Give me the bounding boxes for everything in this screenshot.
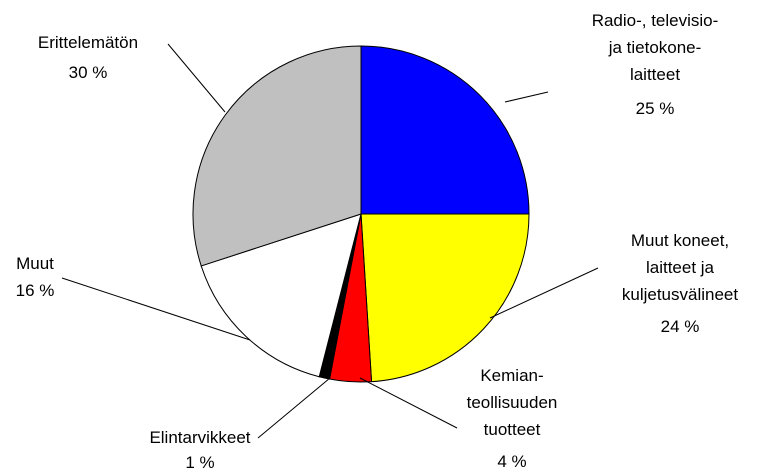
slice-label: Muut	[16, 254, 54, 273]
slice-value-label: 25 %	[636, 99, 675, 118]
leader-line	[489, 267, 599, 319]
leader-line	[257, 377, 331, 439]
slice-label: Elintarvikkeet	[149, 428, 250, 447]
leader-line	[61, 277, 251, 341]
slice-value-label: 16 %	[16, 281, 55, 300]
pie-slice	[360, 213, 530, 383]
pie-slice	[360, 45, 530, 215]
pie-slice	[192, 45, 362, 267]
leader-line	[504, 91, 549, 103]
slice-label: Erittelemätön	[38, 33, 138, 52]
slice-value-label: 4 %	[497, 452, 526, 471]
pie-slice	[200, 213, 362, 378]
slice-label: Kemian-teollisuuden tuotteet	[467, 366, 558, 439]
slice-value-label: 24 %	[661, 317, 700, 336]
slice-label: Radio-, televisio-ja tietokone-laitteet	[592, 11, 719, 84]
leader-line	[167, 43, 226, 113]
leader-line	[359, 377, 458, 429]
slice-label: Muut koneet, laitteet ja kuljetusvälineet	[622, 231, 739, 304]
slice-value-label: 1 %	[185, 453, 214, 472]
slice-value-label: 30 %	[69, 63, 108, 82]
